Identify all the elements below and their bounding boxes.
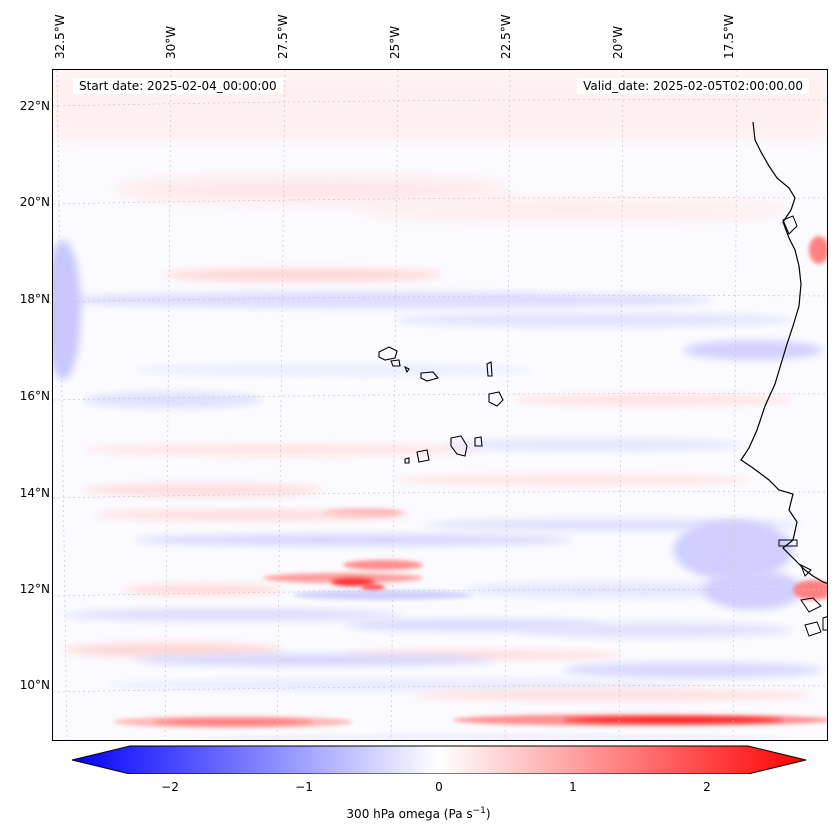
lon-label-30W: 30°W <box>164 25 178 59</box>
coastline <box>740 121 827 584</box>
cape-verde-islands <box>378 346 504 464</box>
colorbar <box>71 745 807 774</box>
lat-label-12N: 12°N <box>19 582 50 596</box>
colorbar-label-unit-exponent: −1 <box>472 806 486 816</box>
lon-label-17.5W: 17.5°W <box>722 14 736 59</box>
lon-label-32.5W: 32.5°W <box>53 14 67 59</box>
colorbar-tick-neg2: −2 <box>161 780 179 794</box>
graticule <box>53 70 827 740</box>
colorbar-tick-1: 1 <box>569 780 577 794</box>
lat-label-16N: 16°N <box>19 389 50 403</box>
lat-label-14N: 14°N <box>19 486 50 500</box>
colorbar-tick-neg1: −1 <box>295 780 313 794</box>
colorbar-tick-2: 2 <box>703 780 711 794</box>
lat-label-22N: 22°N <box>19 99 50 113</box>
colorbar-label-close: ) <box>485 807 491 821</box>
lon-label-22.5W: 22.5°W <box>499 14 513 59</box>
colorbar-tick-0: 0 <box>435 780 443 794</box>
start-date-label: Start date: 2025-02-04_00:00:00 <box>73 78 283 94</box>
lat-label-10N: 10°N <box>19 678 50 692</box>
valid-date-label: Valid_date: 2025-02-05T02:00:00.00 <box>577 78 809 94</box>
lon-label-20W: 20°W <box>611 25 625 59</box>
colorbar-label-text: 300 hPa omega (Pa s <box>346 807 473 821</box>
omega-field <box>53 70 827 740</box>
colorbar-label: 300 hPa omega (Pa s−1) <box>0 806 837 821</box>
lat-label-20N: 20°N <box>19 195 50 209</box>
lon-label-25W: 25°W <box>388 25 402 59</box>
lat-label-18N: 18°N <box>19 292 50 306</box>
lon-label-27.5W: 27.5°W <box>276 14 290 59</box>
map-panel[interactable]: Start date: 2025-02-04_00:00:00 Valid_da… <box>52 69 828 741</box>
